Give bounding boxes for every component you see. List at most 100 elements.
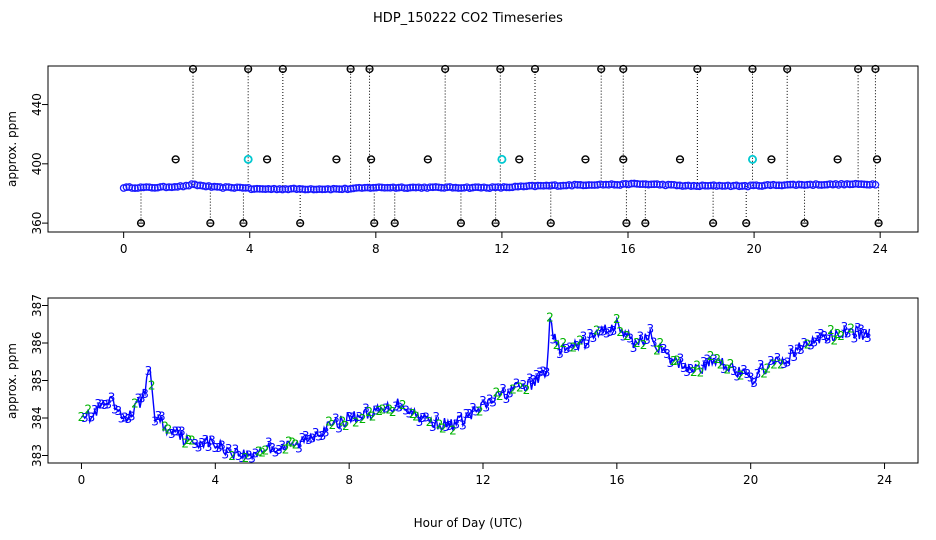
data-point — [596, 180, 605, 189]
point-label: 2 — [570, 340, 578, 354]
point-label: 3 — [235, 449, 243, 463]
point-label: 3 — [345, 410, 353, 424]
point-label: 3 — [402, 403, 410, 417]
point-label: 3 — [406, 407, 414, 421]
point-label: 2 — [690, 365, 698, 379]
point-label: 3 — [740, 363, 748, 377]
point-label: 2 — [693, 359, 701, 373]
point-label: 2 — [546, 311, 554, 325]
data-point — [610, 180, 619, 189]
data-point — [499, 183, 508, 191]
outlier-mid — [171, 155, 180, 164]
point-label: 3 — [861, 327, 869, 341]
data-point — [576, 181, 585, 189]
point-label: 3 — [429, 420, 437, 434]
data-point — [358, 184, 366, 192]
point-label: 3 — [168, 427, 176, 441]
data-point — [253, 184, 261, 193]
outlier-high — [854, 64, 863, 74]
outlier-high — [188, 64, 198, 74]
point-label: 3 — [442, 420, 450, 434]
data-point — [820, 180, 829, 189]
point-label: 3 — [128, 410, 136, 424]
point-label: 2 — [831, 334, 839, 348]
data-point — [298, 185, 307, 193]
point-label: 2 — [697, 365, 705, 379]
data-point — [272, 185, 281, 194]
data-point — [292, 185, 301, 194]
outlier-high — [871, 64, 880, 74]
point-label: 2 — [165, 423, 173, 437]
data-point — [704, 181, 712, 190]
chart-title: HDP_150222 CO2 Timeseries — [373, 11, 563, 26]
point-label: 3 — [630, 341, 638, 355]
data-point — [128, 184, 137, 192]
data-point — [749, 181, 758, 190]
data-point — [221, 183, 230, 191]
data-point — [548, 181, 556, 190]
data-point — [644, 180, 653, 189]
point-label: 3 — [225, 442, 233, 456]
point-label: 3 — [820, 329, 828, 343]
top-y-tick-label: 360 — [30, 212, 44, 235]
point-label: 3 — [744, 367, 752, 381]
point-label: 3 — [91, 403, 99, 417]
outlier-low — [709, 219, 718, 228]
top-y-tick-label: 440 — [30, 93, 44, 116]
point-label: 3 — [606, 325, 614, 339]
bottom-x-tick-label: 4 — [211, 473, 219, 487]
point-label: 3 — [596, 325, 604, 339]
data-point — [477, 183, 485, 192]
data-point — [392, 184, 400, 192]
point-label: 3 — [151, 415, 159, 429]
point-label: 3 — [536, 366, 544, 380]
point-label: 3 — [452, 418, 460, 432]
data-point — [690, 181, 698, 190]
data-point — [590, 181, 599, 189]
point-label: 3 — [747, 370, 755, 384]
point-label: 3 — [814, 330, 822, 344]
data-point — [349, 184, 358, 193]
point-label: 3 — [489, 395, 497, 409]
highlight-point — [497, 154, 507, 164]
data-point — [369, 183, 378, 192]
point-label: 3 — [319, 429, 327, 443]
data-point — [823, 180, 832, 189]
data-point — [434, 183, 443, 192]
point-label: 2 — [827, 323, 835, 337]
point-label: 3 — [503, 392, 511, 406]
point-label: 2 — [288, 436, 296, 450]
data-point — [335, 185, 344, 193]
data-point — [533, 181, 542, 190]
point-label: 2 — [426, 415, 434, 429]
data-point — [863, 180, 871, 189]
data-point — [519, 182, 528, 191]
data-point — [258, 185, 267, 193]
data-point — [570, 180, 579, 189]
point-label: 3 — [238, 451, 246, 465]
data-point — [315, 185, 324, 193]
point-label: 3 — [101, 398, 109, 412]
data-point — [247, 185, 256, 194]
point-label: 2 — [713, 352, 721, 366]
data-point — [502, 183, 511, 192]
point-label: 2 — [188, 433, 196, 447]
top-spikes — [140, 68, 880, 224]
point-label: 2 — [365, 405, 373, 419]
top-x-tick-label: 0 — [120, 242, 128, 256]
point-label: 3 — [636, 329, 644, 343]
point-label: 3 — [232, 442, 240, 456]
point-label: 2 — [285, 434, 293, 448]
data-point — [655, 180, 664, 189]
point-label: 3 — [810, 336, 818, 350]
data-point — [165, 183, 173, 191]
data-point — [667, 180, 676, 189]
point-label: 3 — [222, 448, 230, 462]
point-label: 2 — [282, 442, 290, 456]
point-label: 3 — [205, 440, 213, 454]
point-label: 3 — [305, 433, 313, 447]
data-point — [264, 185, 273, 193]
point-label: 2 — [673, 353, 681, 367]
point-label: 2 — [131, 397, 139, 411]
data-point — [579, 181, 588, 190]
